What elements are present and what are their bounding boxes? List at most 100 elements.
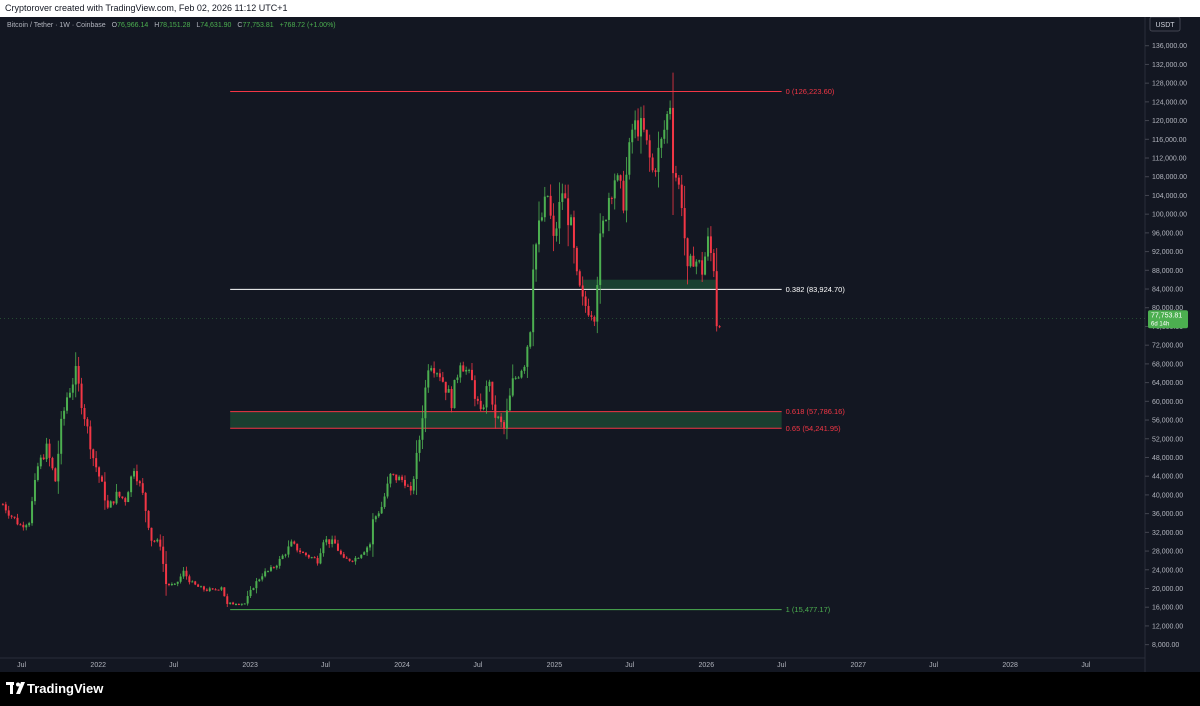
price-tick-label: 8,000.00 [1152, 642, 1179, 649]
candle-body [208, 588, 211, 591]
price-tick-label: 96,000.00 [1152, 230, 1183, 237]
candle-body [336, 543, 339, 551]
candle-body [182, 570, 185, 577]
candle-body [535, 244, 538, 270]
candle-body [1, 504, 4, 506]
price-tick-label: 28,000.00 [1152, 549, 1183, 556]
candle-body [540, 217, 543, 221]
candle-body [54, 468, 57, 482]
candle-body [689, 255, 692, 267]
candle-body [39, 457, 42, 467]
candle-body [415, 452, 418, 479]
candle-body [663, 129, 666, 139]
candle-body [118, 491, 121, 497]
candle-body [488, 381, 491, 387]
candle-body [704, 256, 707, 275]
price-tick-label: 56,000.00 [1152, 418, 1183, 425]
legend-change: +768.72 (+1.00%) [280, 22, 336, 29]
candle-body [369, 544, 372, 548]
candle-body [619, 175, 622, 181]
candle-body [188, 576, 191, 583]
candle-body [532, 269, 535, 333]
candle-body [436, 373, 439, 375]
candle-body [205, 589, 208, 591]
last-price-badge [1148, 310, 1188, 329]
candle-body [366, 547, 369, 553]
candle-body [31, 501, 34, 524]
candle-body [526, 346, 529, 367]
time-tick-label: Jul [777, 662, 786, 669]
legend-low: 74,631.90 [200, 22, 231, 29]
price-tick-label: 48,000.00 [1152, 455, 1183, 462]
candle-body [698, 260, 701, 262]
candle-body [406, 485, 409, 487]
candle-body [572, 217, 575, 248]
candle-body [42, 457, 45, 460]
candle-body [28, 523, 31, 526]
candle-body [299, 550, 302, 553]
candle-body [657, 147, 660, 173]
price-tick-label: 124,000.00 [1152, 99, 1187, 106]
candle-body [637, 120, 640, 137]
price-tick-label: 24,000.00 [1152, 567, 1183, 574]
candle-body [156, 539, 159, 542]
price-chart[interactable]: 0 (126,223.60) 0.382 (83,924.70) 0.618 (57… [0, 16, 1200, 672]
currency-label: USDT [1155, 22, 1175, 29]
price-tick-label: 16,000.00 [1152, 605, 1183, 612]
candle-body [491, 381, 494, 405]
candle-body [127, 492, 130, 503]
candle-body [485, 386, 488, 408]
candle-body [48, 443, 51, 458]
candle-body [83, 408, 86, 420]
time-tick-label: Jul [17, 662, 26, 669]
legend-open: 76,966.14 [117, 22, 148, 29]
candle-body [133, 471, 136, 477]
candle-body [25, 525, 28, 528]
time-tick-label: Jul [321, 662, 330, 669]
candle-body [590, 315, 593, 317]
time-tick-label: 2025 [547, 662, 563, 669]
candle-body [459, 365, 462, 378]
candle-body [718, 326, 721, 328]
candle-body [16, 517, 19, 525]
svg-text:Bitcoin / Tether · 1W · Coinba: Bitcoin / Tether · 1W · Coinbase O76,966… [7, 22, 336, 29]
candle-body [622, 180, 625, 211]
price-tick-label: 68,000.00 [1152, 361, 1183, 368]
candle-body [403, 479, 406, 486]
price-tick-label: 44,000.00 [1152, 474, 1183, 481]
candle-body [578, 271, 581, 286]
candle-body [261, 576, 264, 580]
candle-body [712, 253, 715, 272]
candle-body [593, 316, 596, 322]
candle-body [275, 565, 278, 568]
legend-open-label: O [112, 22, 118, 29]
candle-body [310, 557, 313, 559]
candle-body [89, 426, 92, 450]
candle-body [121, 496, 124, 499]
candle-body [418, 439, 421, 453]
time-tick-label: Jul [169, 662, 178, 669]
candle-body [389, 473, 392, 484]
fib-level-label: 1 (15,477.17) [786, 605, 831, 614]
candle-body [494, 404, 497, 418]
candle-body [348, 558, 351, 561]
candle-body [77, 366, 80, 384]
chart-area[interactable]: 0 (126,223.60) 0.382 (83,924.70) 0.618 (57… [0, 16, 1200, 672]
candle-body [363, 552, 366, 555]
candle-body [57, 453, 60, 482]
candle-body [144, 492, 147, 511]
candle-body [255, 581, 258, 589]
candle-body [252, 588, 255, 590]
currency-tag[interactable]: USDT [1149, 16, 1181, 32]
candle-body [100, 476, 103, 482]
candle-body [441, 377, 444, 382]
candle-body [634, 120, 637, 130]
candle-body [357, 557, 360, 559]
candle-body [651, 157, 654, 171]
candle-body [558, 201, 561, 229]
candle-body [176, 581, 179, 584]
candle-body [672, 107, 675, 174]
candle-body [217, 589, 220, 591]
legend-high-label: H [154, 22, 159, 29]
candle-body [401, 476, 404, 480]
